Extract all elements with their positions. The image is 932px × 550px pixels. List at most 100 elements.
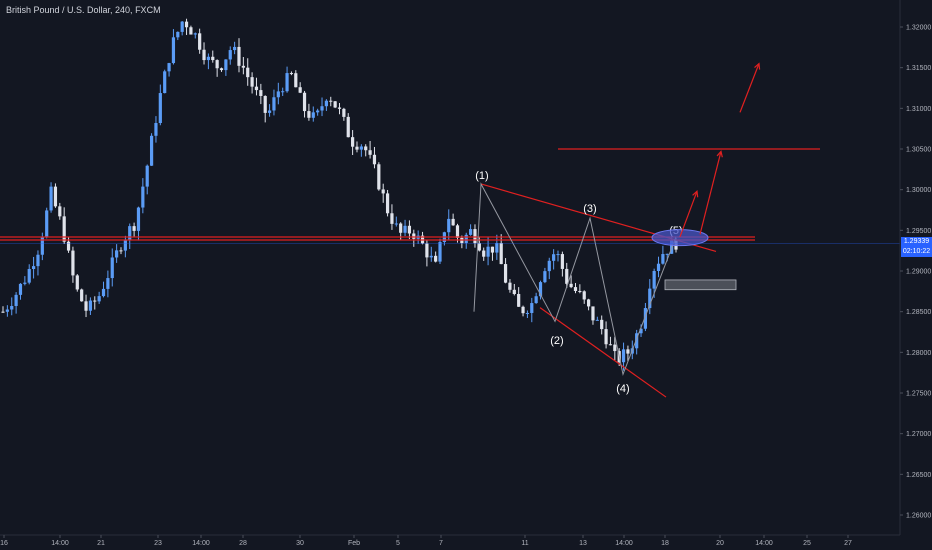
candle-body <box>45 210 49 237</box>
candle-body <box>254 86 259 91</box>
candle-body <box>390 213 394 224</box>
candle-body <box>302 92 307 112</box>
candle-body <box>464 234 468 244</box>
time-tick-label: 13 <box>579 540 587 547</box>
candle-body <box>233 46 237 51</box>
candle-body <box>648 288 652 309</box>
candle-body <box>198 33 202 50</box>
time-axis: 16 14:00 21 23 14:00 28 30 Feb 5 7 11 13 14:00 18 20 14… <box>0 534 900 547</box>
candle-body <box>136 207 141 231</box>
candle-body <box>499 243 503 265</box>
wave-label: (3) <box>583 203 596 215</box>
breakout-ellipse <box>651 229 709 247</box>
candle-body <box>407 225 412 234</box>
symbol-title: British Pound / U.S. Dollar, 240, FXCM <box>6 5 161 15</box>
price-tick-label: 1.27500 <box>906 391 931 398</box>
candle-body <box>342 108 346 117</box>
candle-body <box>158 93 162 124</box>
last-price-tag: 1.29339 <box>901 237 932 248</box>
time-tick-label: 25 <box>803 540 811 547</box>
candle-body <box>101 288 106 297</box>
wave-zigzag <box>473 182 677 377</box>
candle-body <box>656 263 661 271</box>
time-tick-label: 14:00 <box>192 540 210 547</box>
candle-body <box>429 255 433 258</box>
candle-body <box>355 146 359 150</box>
candle-body <box>228 50 232 60</box>
candle-body <box>595 319 599 321</box>
candle-body <box>455 225 460 238</box>
candle-body <box>530 303 534 313</box>
price-tick-label: 1.27000 <box>906 431 931 438</box>
candle-body <box>434 255 438 262</box>
candle-body <box>333 101 337 108</box>
candle-body <box>368 150 372 155</box>
candle-body <box>543 271 547 283</box>
price-tick-label: 1.29000 <box>906 269 931 276</box>
candle-body <box>93 300 97 302</box>
candle-body <box>565 268 569 284</box>
time-tick-label: 27 <box>844 540 852 547</box>
candle-body <box>40 236 44 255</box>
candle-body <box>521 306 525 314</box>
candle-body <box>294 73 298 88</box>
price-tick-label: 1.29500 <box>906 228 931 235</box>
price-tick-label: 1.26500 <box>906 472 931 479</box>
candle-body <box>586 299 591 307</box>
candle-body <box>132 226 136 231</box>
candle-body <box>241 65 245 68</box>
candle-body <box>58 206 62 217</box>
candle-body <box>569 283 573 288</box>
candle-body <box>482 250 486 257</box>
candle-body <box>298 87 302 93</box>
wave-label: (2) <box>550 335 563 347</box>
candle-body <box>608 344 613 346</box>
candle-body <box>534 296 538 304</box>
candle-body <box>469 229 473 235</box>
projection-arrow <box>679 191 698 238</box>
candle-body <box>180 21 184 32</box>
candle-body <box>307 111 311 118</box>
candle-body <box>10 306 14 310</box>
candle-body <box>184 21 189 28</box>
candle-body <box>517 294 521 307</box>
time-tick-label: 5 <box>396 540 400 547</box>
candle-body <box>219 68 224 71</box>
candle-body <box>224 59 228 71</box>
price-tick-label: 1.28000 <box>906 350 931 357</box>
candle-body <box>552 254 556 261</box>
annotations-layer: (1)(2)(3)(4)(5) <box>0 62 900 398</box>
candle-body <box>206 56 210 61</box>
time-tick-label: 20 <box>716 540 724 547</box>
candle-body <box>346 116 350 138</box>
candle-body <box>412 233 416 239</box>
candle-body <box>163 71 167 94</box>
candle-body <box>604 329 608 345</box>
candles-layer <box>1 18 678 371</box>
candle-body <box>451 218 455 226</box>
candle-body <box>18 283 23 295</box>
price-tick-label: 1.28500 <box>906 309 931 316</box>
time-tick-label: Feb <box>348 540 360 547</box>
candle-body <box>438 242 442 262</box>
candle-body <box>128 226 132 240</box>
candle-body <box>447 218 451 233</box>
candle-body <box>154 123 158 136</box>
price-tick-label: 1.30500 <box>906 147 931 154</box>
candle-body <box>473 229 477 244</box>
candle-body <box>215 60 219 69</box>
candle-body <box>503 264 508 283</box>
candle-body <box>75 275 79 290</box>
candle-body <box>403 225 407 233</box>
candle-body <box>329 100 333 102</box>
bar-countdown-tag: 02:10:22 <box>901 247 932 258</box>
candle-body <box>36 254 40 267</box>
candle-body <box>211 56 215 61</box>
projection-arrowhead <box>716 150 723 158</box>
price-axis: 1.32000 1.31500 1.31000 1.30500 1.30000 1.295… <box>899 0 932 550</box>
projection-arrowhead <box>692 190 699 198</box>
candle-body <box>167 63 171 72</box>
candle-body <box>385 193 390 214</box>
candle-body <box>600 319 604 330</box>
